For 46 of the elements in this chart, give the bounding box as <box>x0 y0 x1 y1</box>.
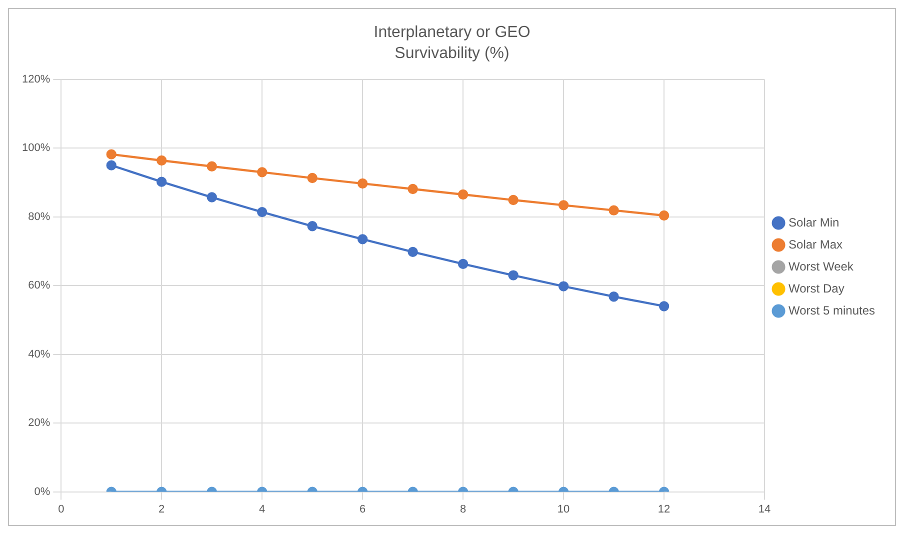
point <box>558 281 569 292</box>
point <box>408 246 418 258</box>
point <box>156 176 167 187</box>
y-tick-label: 20% <box>28 417 50 430</box>
point <box>608 205 619 216</box>
point <box>357 178 368 189</box>
point <box>608 292 619 302</box>
point <box>106 149 116 160</box>
point <box>156 155 167 166</box>
legend-label: Worst Day <box>788 281 844 296</box>
point <box>408 184 418 194</box>
legend-label: Worst Week <box>788 259 854 274</box>
x-tick-label: 0 <box>58 503 64 516</box>
x-tick-label: 14 <box>758 503 771 516</box>
y-tick-label: 40% <box>28 348 50 360</box>
y-tick-label: 60% <box>28 280 50 292</box>
point <box>257 167 268 178</box>
point <box>307 172 318 184</box>
x-tick-label: 10 <box>557 503 570 516</box>
point <box>357 234 368 244</box>
point <box>558 200 569 210</box>
point <box>307 221 318 232</box>
x-tick-label: 12 <box>658 503 670 516</box>
chart-subtitle: Survivability (%) <box>394 45 510 62</box>
y-tick-label: 120% <box>22 73 50 86</box>
point <box>508 270 518 280</box>
legend-label: Worst 5 minutes <box>788 303 876 318</box>
legend-label: Solar Max <box>788 237 843 252</box>
x-tick-label: 4 <box>259 503 266 516</box>
x-tick-label: 8 <box>460 503 466 516</box>
point <box>658 301 670 312</box>
point <box>206 192 217 202</box>
point <box>106 160 116 170</box>
point <box>458 189 468 200</box>
point <box>458 258 468 270</box>
legend-label: Solar Min <box>788 215 840 230</box>
y-tick-label: 80% <box>28 210 50 223</box>
chart-title: Interplanetary or GEO <box>374 24 530 42</box>
point <box>206 161 217 172</box>
y-tick-label: 100% <box>22 142 50 154</box>
point <box>658 210 670 221</box>
point <box>508 194 518 206</box>
x-tick-label: 2 <box>158 503 165 516</box>
x-tick-label: 6 <box>360 503 366 516</box>
y-tick-label: 0% <box>34 486 50 498</box>
point <box>257 206 268 218</box>
